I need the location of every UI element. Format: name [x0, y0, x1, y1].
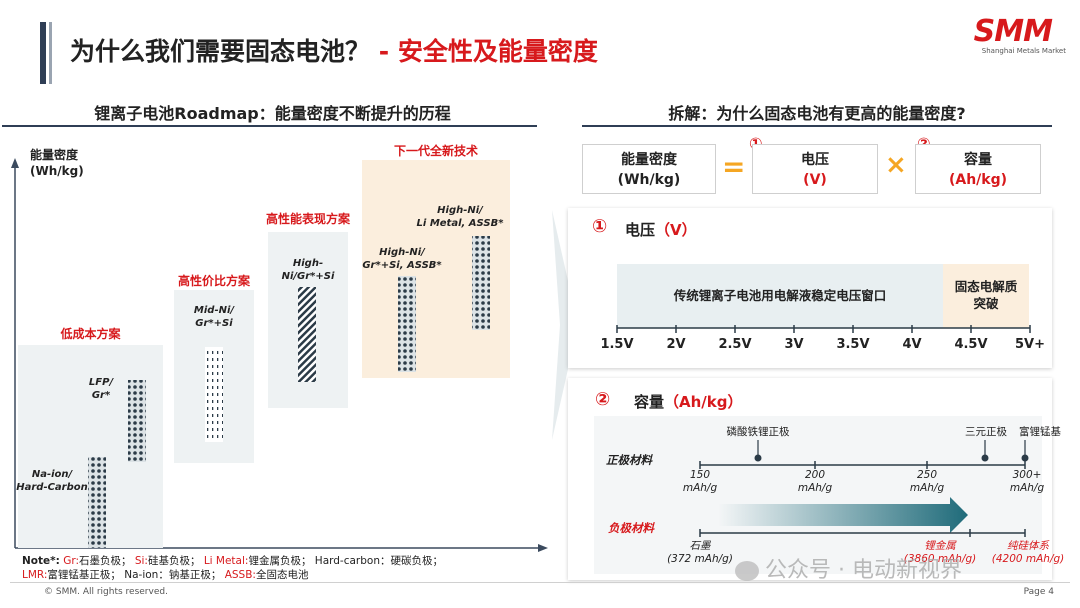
formula-energy-density: 能量密度 (Wh/kg): [582, 144, 716, 194]
left-section-underline: [2, 125, 537, 127]
roadmap-axes: [11, 158, 548, 552]
anode-label: 负极材料: [608, 521, 654, 535]
title-accent-bar: [40, 22, 46, 84]
capacity-axes: [699, 440, 1029, 537]
smm-logo-subtitle: Shanghai Metals Market: [981, 47, 1066, 55]
stage-title-next-gen: 下一代全新技术: [393, 144, 478, 158]
voltage-tick-label: 1.5V: [600, 337, 634, 352]
voltage-tick-label: 2.5V: [718, 337, 752, 352]
title-accent-bar-2: [49, 22, 52, 84]
stage-title-high-performance: 高性能表现方案: [265, 212, 350, 226]
voltage-title: 电压（V）: [625, 221, 697, 239]
footer-divider: [10, 582, 1070, 583]
capacity-title: 容量（Ah/kg）: [634, 393, 743, 411]
watermark: 公众号 · 电动新视界: [735, 552, 962, 584]
anode-point-silicon: 纯硅体系 (4200 mAh/g): [991, 540, 1065, 565]
y-axis-label: 能量密度 (Wh/kg): [30, 148, 84, 178]
capacity-num: ②: [595, 389, 611, 410]
bar-lfp: [128, 380, 146, 462]
anode-point-li-metal: 锂金属 (3860 mAh/g): [903, 540, 977, 565]
label-mid-ni: Mid-Ni/Gr*+Si: [193, 305, 235, 329]
voltage-tick-label: 4V: [902, 337, 922, 352]
voltage-num: ①: [592, 216, 608, 237]
voltage-tick-label: 4.5V: [954, 337, 988, 352]
voltage-window-bar: 传统锂离子电池用电解液稳定电压窗口: [617, 264, 943, 328]
anode-point-graphite: 石墨 (372 mAh/g): [667, 540, 733, 565]
label-na-ion: Na-ion/Hard-Carbon: [16, 469, 88, 493]
formula-capacity: 容量 (Ah/kg): [915, 144, 1041, 194]
copyright: © SMM. All rights reserved.: [44, 587, 168, 597]
panel-chevron: [552, 210, 578, 440]
scale-200: 200 mAh/g: [797, 469, 833, 494]
voltage-tick-label: 2V: [666, 337, 686, 352]
cathode-label: 正极材料: [606, 453, 652, 467]
left-section-title: 锂离子电池Roadmap：能量密度不断提升的历程: [94, 104, 451, 123]
wechat-icon: [735, 561, 759, 581]
bar-li-metal: [472, 236, 490, 330]
capacity-inner-bg: [594, 416, 1042, 574]
bar-mid-ni: [205, 347, 223, 442]
label-lfp: LFP/Gr*: [88, 377, 114, 401]
voltage-tick-label: 3V: [784, 337, 804, 352]
scale-300: 300+ mAh/g: [1009, 469, 1045, 494]
stage-title-cost-effective: 高性价比方案: [177, 274, 250, 288]
stage-title-low-cost: 低成本方案: [60, 327, 121, 341]
cathode-point-ncm: 三元正极: [965, 426, 1007, 438]
cathode-point-lfp: 磷酸铁锂正极: [726, 426, 790, 438]
voltage-solid-state-bar: 固态电解质 突破: [943, 264, 1029, 328]
label-li-metal: High-Ni/Li Metal, ASSB*: [416, 205, 504, 229]
formula-equals: =: [722, 150, 746, 183]
bar-high-ni-assb: [398, 276, 416, 372]
cathode-point-lmr: 富锂锰基: [1019, 426, 1061, 438]
scale-150: 150 mAh/g: [682, 469, 718, 494]
label-high-ni-assb: High-Ni/Gr*+Si, ASSB*: [362, 247, 442, 271]
voltage-axis: [616, 325, 1031, 333]
right-section-title: 拆解：为什么固态电池有更高的能量密度?: [668, 104, 966, 123]
voltage-tick-label: 3.5V: [836, 337, 870, 352]
right-section-underline: [582, 125, 1052, 127]
smm-logo: SMM: [973, 14, 1053, 49]
page-number: Page 4: [1023, 587, 1054, 597]
voltage-tick-label: 5V+: [1015, 337, 1045, 352]
page-title: 为什么我们需要固态电池？ - 安全性及能量密度: [70, 37, 598, 66]
formula-times: ×: [885, 150, 907, 180]
label-high-ni: High- Ni/Gr*+Si: [281, 258, 335, 282]
scale-250: 250 mAh/g: [909, 469, 945, 494]
bar-high-ni: [298, 287, 316, 382]
footnote: Note*: Gr:石墨负极； Si:硅基负极； Li Metal:锂金属负极；…: [22, 555, 443, 581]
bar-na-ion: [88, 457, 106, 548]
formula-voltage: 电压 (V): [752, 144, 878, 194]
